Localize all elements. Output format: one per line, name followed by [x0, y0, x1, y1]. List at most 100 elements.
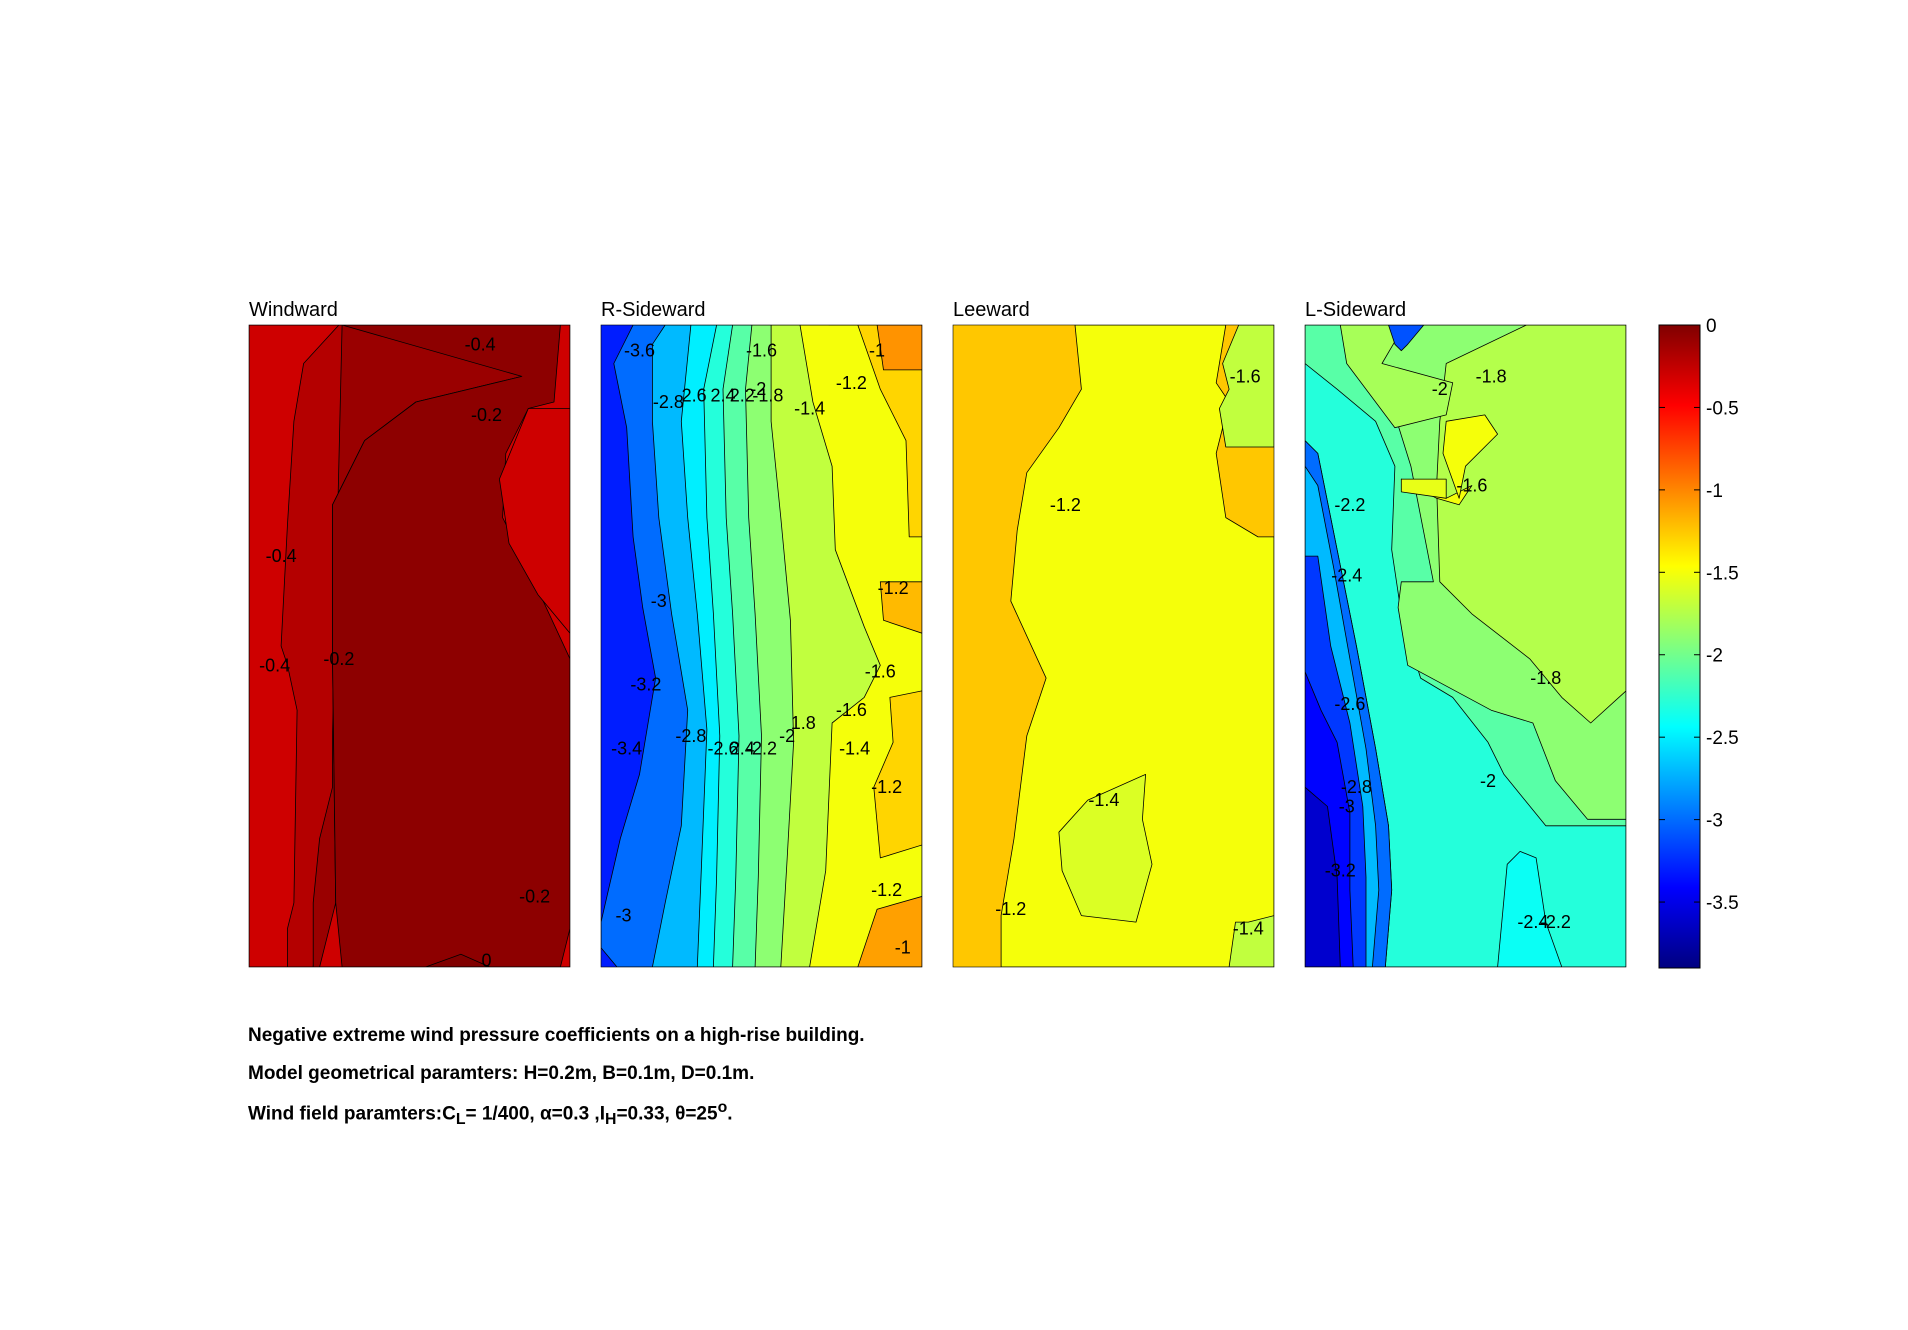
colorbar-tick-label: -2.5 [1706, 728, 1739, 749]
caption-line-3: Wind field paramters:CL= 1/400, α=0.3 ,I… [248, 1099, 733, 1129]
contour-label: -0.2 [519, 886, 550, 906]
contour-label: -2.2 [1334, 495, 1365, 515]
contour-label: -2 [1480, 771, 1496, 791]
contour-label: -3.4 [611, 739, 642, 759]
contour-label: -1.6 [865, 662, 896, 682]
contour-band [1058, 774, 1153, 923]
contour-band [1305, 786, 1341, 967]
contour-label: -0.4 [465, 334, 496, 354]
contour-band [1228, 915, 1274, 967]
contour-band [1442, 414, 1498, 499]
contour-label: -2 [1432, 379, 1448, 399]
contour-label: -1.2 [836, 373, 867, 393]
contour-band [425, 953, 491, 967]
panel-contours [1305, 325, 1626, 967]
contour-label: -1.2 [871, 777, 902, 797]
contour-label: -1.6 [1456, 476, 1487, 496]
contour-label: -1 [895, 938, 911, 958]
caption-line-3-mid: = 1/400, α=0.3 ,I [465, 1103, 605, 1125]
colorbar-ticks: 0 -0.5 -1 -1.5 -2 -2.5 -3 -3.5 [1659, 316, 1739, 914]
contour-label: -2.8 [675, 726, 706, 746]
contour-label: -0.2 [471, 405, 502, 425]
contour-label: -1.6 [746, 341, 777, 361]
contour-label: -1.4 [839, 739, 870, 759]
caption-line-1: Negative extreme wind pressure coefficie… [248, 1025, 865, 1046]
contour-label: -2.8 [1341, 777, 1372, 797]
caption-line-3-rest: =0.33, θ=25 [616, 1103, 718, 1125]
contour-band [332, 325, 570, 967]
panel-l-sideward: -2-1.8-1.6-2.2-2.4-1.8-2.6-2-2.8-3-3.2-2… [1304, 299, 1627, 968]
contour-label: -2 [750, 379, 766, 399]
contour-band [879, 581, 922, 634]
contour-label: -0.2 [323, 649, 354, 669]
colorbar-tick-label: -0.5 [1706, 398, 1739, 419]
contour-label: 2.4 [730, 739, 755, 759]
panel-contours [601, 325, 922, 967]
contour-label: -3.2 [1325, 861, 1356, 881]
contour-label: 2.6 [682, 386, 707, 406]
panel-frame [600, 324, 923, 968]
contour-label: -2.4 [1517, 912, 1548, 932]
contour-band [1497, 851, 1563, 967]
colorbar-tick-label: -1.5 [1706, 563, 1739, 584]
colorbar-tick-label: -3.5 [1706, 893, 1739, 914]
contour-label: -1.2 [995, 899, 1026, 919]
panels-layer: -0.4 -0.2 -0.4 -0.4 -0.2 -0.2 0 Windward -3.6 -2.… [248, 299, 1627, 971]
panel-title: Windward [249, 299, 338, 321]
contour-label: -2.8 [653, 392, 684, 412]
contour-label: -2.6 [1334, 694, 1365, 714]
panel-contours [249, 325, 570, 967]
contour-band [1219, 325, 1274, 448]
caption-line-2: Model geometrical paramters: H=0.2m, B=0… [248, 1063, 755, 1084]
panel-contours [953, 325, 1274, 967]
contour-label: -1.4 [1088, 790, 1119, 810]
panel-frame [1304, 324, 1627, 968]
caption-sub-l: L [455, 1111, 466, 1129]
panel-frame [248, 324, 571, 968]
contour-label: -0.4 [259, 655, 290, 675]
contour-label: -0.4 [266, 546, 297, 566]
contour-label: -2.2 [1540, 912, 1571, 932]
contour-label: 2.2 [730, 386, 755, 406]
contour-label: -2.2 [746, 739, 777, 759]
contour-label: -1.2 [871, 880, 902, 900]
panel-title: Leeward [953, 299, 1030, 321]
contour-band [1388, 325, 1425, 352]
contour-label: -1.6 [1230, 366, 1261, 386]
contour-label: 1.8 [791, 713, 816, 733]
contour-label: -2 [779, 726, 795, 746]
colorbar-tick-label: 0 [1706, 316, 1717, 337]
contour-label: -3 [1339, 797, 1355, 817]
caption-line-3-end: . [727, 1103, 733, 1125]
panel-title: L-Sideward [1305, 299, 1406, 321]
panel-frame [952, 324, 1275, 968]
contour-band [857, 896, 922, 967]
contour-label: 2.4 [710, 386, 735, 406]
contour-band [873, 690, 922, 859]
panel-leeward: -1.6 -1.2 -1.4 -1.2 -1.4 Leeward [952, 299, 1275, 968]
contour-label: -1.8 [752, 386, 783, 406]
caption-sup-o: o [717, 1099, 728, 1116]
contour-label: -3.2 [630, 675, 661, 695]
contour-label: -3 [651, 591, 667, 611]
contour-label: -1.4 [794, 398, 825, 418]
panel-windward: -0.4 -0.2 -0.4 -0.4 -0.2 -0.2 0 Windward [248, 299, 571, 971]
contour-label: -1.2 [1050, 495, 1081, 515]
contour-label: -2.6 [707, 739, 738, 759]
contour-band [498, 408, 570, 634]
contour-band [828, 325, 922, 538]
colorbar-gradient [1658, 324, 1701, 969]
contour-label: -3 [615, 906, 631, 926]
panel-title: R-Sideward [601, 299, 705, 321]
contour-label: -1.2 [878, 578, 909, 598]
contour-label: -1.4 [1233, 918, 1264, 938]
contour-band [876, 325, 922, 371]
contour-label: -1 [869, 341, 885, 361]
contour-label: -1.8 [1476, 366, 1507, 386]
contour-label: -1.6 [836, 700, 867, 720]
contour-band [1339, 325, 1454, 429]
contour-label: -1.8 [1530, 668, 1561, 688]
contour-band [1400, 478, 1447, 499]
contour-label: -3.6 [624, 341, 655, 361]
colorbar-tick-label: -1 [1706, 481, 1723, 502]
